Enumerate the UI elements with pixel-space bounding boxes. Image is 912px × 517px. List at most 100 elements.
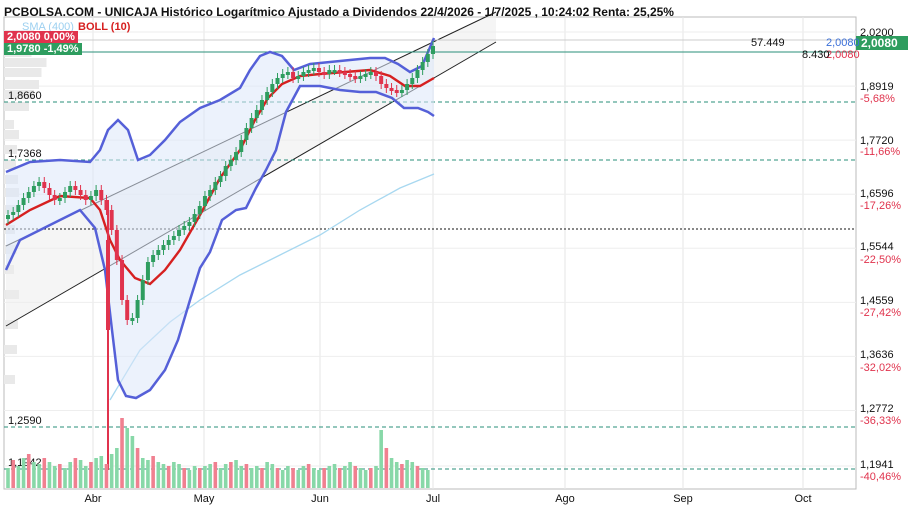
- volume-bar: [301, 466, 306, 488]
- volume-bar: [172, 462, 176, 488]
- candle-body: [11, 212, 16, 215]
- candle-body: [125, 300, 130, 320]
- volume-bar: [369, 468, 373, 488]
- candle-body: [379, 76, 384, 84]
- volume-bar: [58, 464, 62, 488]
- candle-body: [358, 76, 363, 79]
- volume-bar: [291, 468, 295, 488]
- boll-band-fill: [6, 38, 434, 398]
- candle-body: [384, 84, 389, 88]
- volume-bar: [192, 466, 197, 488]
- volume-bar: [415, 466, 420, 488]
- candle-body: [368, 72, 373, 75]
- candle-body: [140, 280, 145, 300]
- volume-profile-bar: [4, 145, 17, 154]
- volume-bar: [125, 428, 130, 488]
- volume-bar: [120, 418, 124, 488]
- boll-upper-band: [5, 37, 436, 174]
- volume-bar: [280, 470, 285, 488]
- candle-body: [363, 74, 368, 77]
- volume-bar: [130, 436, 135, 488]
- x-tick-label: Sep: [673, 493, 693, 505]
- pct-label: -5,68%: [860, 93, 895, 105]
- volume-bar: [177, 464, 181, 488]
- y-tick-label: 1,1941: [860, 459, 894, 471]
- candle-body: [399, 90, 404, 93]
- candle-body: [234, 152, 239, 160]
- price-box-text: 2,0080: [861, 36, 898, 50]
- volume-bar: [311, 468, 316, 488]
- candle-body: [161, 245, 166, 250]
- candle-body: [182, 226, 187, 230]
- candle-body: [166, 240, 171, 245]
- volume-bar: [306, 464, 311, 488]
- candle-body: [16, 205, 21, 212]
- y-tick-label: 1,8919: [860, 81, 894, 93]
- volume-bar: [426, 470, 430, 488]
- volume-bar: [405, 460, 409, 488]
- volume-bar: [73, 458, 78, 488]
- chart-title: PCBOLSA.COM - UNICAJA Histórico Logarítm…: [4, 5, 674, 19]
- volume-bar: [296, 470, 301, 488]
- volume-bar: [327, 466, 332, 488]
- x-tick-label: May: [194, 493, 215, 505]
- candle-body: [228, 160, 233, 166]
- candle-body: [78, 190, 83, 195]
- x-tick-label: Jun: [311, 493, 329, 505]
- candle-body: [316, 68, 321, 72]
- legend-boll: BOLL (10): [78, 21, 131, 33]
- candle-body: [151, 255, 156, 262]
- volume-bar: [6, 468, 10, 488]
- candle-body: [249, 118, 254, 128]
- prev-price-box: 1,9780 -1,49%: [4, 43, 82, 55]
- volume-bar: [317, 470, 321, 488]
- candle-body: [218, 176, 223, 182]
- volume-bar: [11, 460, 15, 488]
- candle-body: [37, 182, 42, 186]
- candle-body: [311, 68, 316, 71]
- volume-bar: [47, 462, 52, 488]
- volume-bar: [78, 460, 83, 488]
- volume-profile-bar: [4, 120, 14, 129]
- x-tick-label: Jul: [426, 493, 440, 505]
- pct-label: -11,66%: [860, 146, 900, 158]
- volume-profile-bar: [4, 80, 39, 89]
- volume-bar: [151, 456, 155, 488]
- candle-body: [291, 72, 296, 78]
- volume-bar: [83, 466, 88, 488]
- candle-body: [322, 72, 327, 75]
- volume-bar: [420, 468, 425, 488]
- volume-bar: [343, 466, 347, 488]
- volume-bar: [187, 470, 192, 488]
- volume-bar: [166, 466, 171, 488]
- volume-bar: [146, 460, 150, 488]
- blue-marker-text: 2,0080: [826, 37, 860, 49]
- candle-body: [26, 192, 31, 198]
- volume-bar: [135, 448, 140, 488]
- candle-body: [6, 215, 10, 219]
- candle-body: [337, 70, 342, 73]
- volume-profile-bar: [4, 58, 47, 67]
- volume-bar: [89, 462, 93, 488]
- volume-bar: [68, 462, 72, 488]
- candle-body: [31, 186, 36, 192]
- x-tick-label: Oct: [794, 493, 811, 505]
- volume-bar: [32, 462, 36, 488]
- candle-body: [223, 166, 228, 176]
- volume-bar: [182, 468, 187, 488]
- volume-bar: [115, 448, 119, 488]
- volume-bar: [270, 464, 275, 488]
- level-label: 1,8660: [8, 90, 42, 102]
- volume-bar: [358, 468, 363, 488]
- volume-bar: [322, 468, 326, 488]
- volume-profile-bar: [4, 320, 18, 329]
- volume-bar: [265, 462, 269, 488]
- pct-label: -22,50%: [860, 254, 901, 266]
- x-tick-label: Abr: [84, 493, 101, 505]
- red-marker-text: 2,0080: [826, 49, 860, 61]
- candle-body: [156, 250, 161, 255]
- candle-body: [114, 230, 119, 260]
- pct-label: -17,26%: [860, 200, 901, 212]
- candle-body: [285, 72, 290, 75]
- candle-body: [88, 196, 93, 200]
